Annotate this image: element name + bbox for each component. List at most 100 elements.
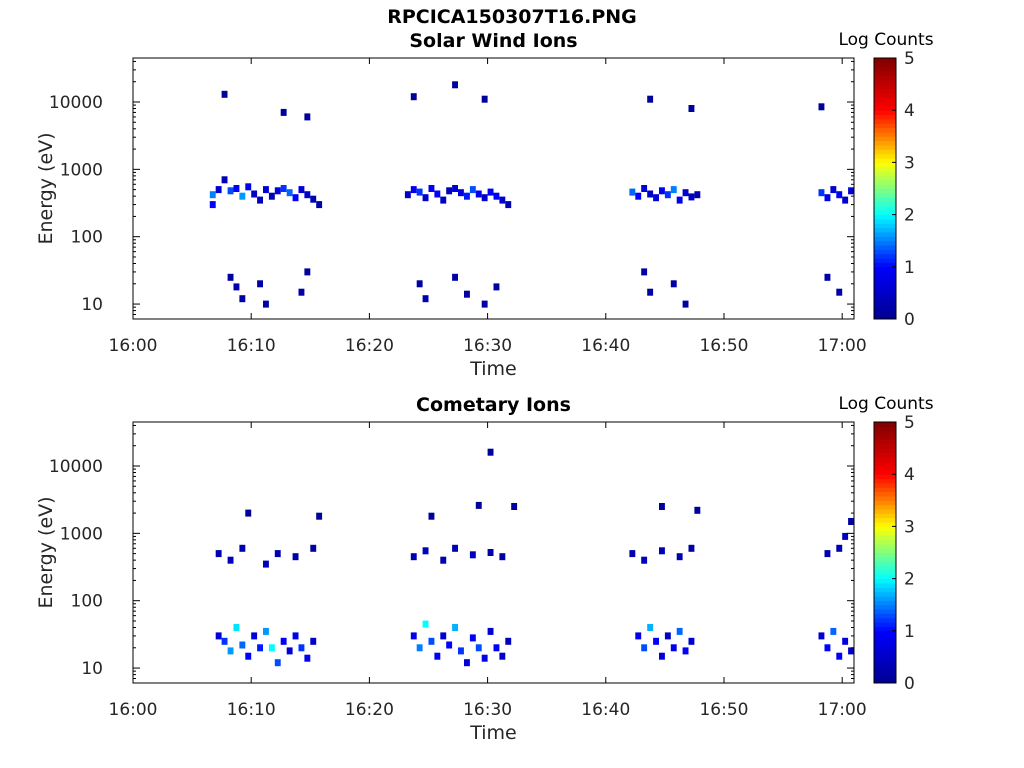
figure-title: RPCICA150307T16.PNG — [387, 6, 637, 28]
cometary-colorbar: 0 1 2 3 4 5 — [873, 413, 915, 694]
solar-wind-cell — [670, 280, 677, 288]
solar-wind-cell — [836, 191, 843, 199]
solar-wind-x-tick-label: 16:30 — [463, 336, 512, 356]
cometary-colorbar-band — [874, 500, 896, 506]
solar-wind-colorbar-band — [874, 188, 896, 194]
solar-wind-y-axis-label: Energy (eV) — [35, 132, 57, 244]
solar-wind-y-tick-label: 1000 — [60, 160, 103, 180]
cometary-colorbar-band — [874, 635, 896, 640]
solar-wind-cell — [410, 93, 417, 101]
cometary-colorbar-band — [874, 495, 896, 501]
solar-wind-x-tick-label: 17:00 — [818, 336, 867, 356]
solar-wind-colorbar-band — [874, 179, 896, 185]
solar-wind-colorbar-band — [874, 171, 896, 176]
solar-wind-colorbar-band — [874, 158, 896, 163]
solar-wind-y-tick-label: 10000 — [49, 93, 103, 113]
cometary-colorbar-band — [874, 656, 896, 662]
solar-wind-cell — [292, 194, 299, 202]
cometary-cell — [239, 641, 246, 649]
cometary-cell — [848, 518, 854, 525]
cometary-cell — [452, 624, 458, 631]
solar-wind-cell — [688, 105, 695, 112]
cometary-colorbar-band — [874, 491, 896, 497]
solar-wind-cells — [209, 81, 854, 308]
cometary-cell — [422, 547, 429, 555]
solar-wind-cell — [676, 196, 683, 204]
cometary-cell — [221, 637, 228, 645]
solar-wind-cell — [227, 187, 234, 195]
cometary-colorbar-frame — [873, 421, 897, 684]
cometary-colorbar-tick-label: 1 — [904, 622, 915, 642]
solar-wind-cell — [280, 108, 287, 116]
cometary-colorbar-band — [874, 665, 896, 671]
cometary-colorbar-band — [874, 435, 896, 440]
cometary-colorbar-band — [874, 535, 896, 540]
cometary-cell — [215, 550, 222, 558]
solar-wind-cell — [221, 90, 228, 98]
solar-wind-cell — [416, 280, 423, 288]
solar-wind-cell — [469, 186, 476, 194]
cometary-cell — [428, 637, 435, 645]
solar-wind-colorbar-band — [874, 101, 896, 107]
cometary-colorbar-band — [874, 617, 896, 623]
cometary-colorbar-band — [874, 609, 896, 614]
solar-wind-colorbar-band — [874, 162, 896, 168]
cometary-cell — [274, 659, 281, 667]
cometary-cell — [452, 544, 458, 552]
solar-wind-cell — [221, 176, 228, 184]
cometary-cell — [440, 556, 447, 564]
cometary-y-axis-label: Energy (eV) — [35, 496, 57, 608]
solar-wind-cell — [251, 190, 258, 198]
cometary-colorbar-band — [874, 648, 896, 654]
cometary-cell — [428, 512, 435, 520]
solar-wind-cell — [659, 187, 665, 195]
cometary-cell — [440, 632, 447, 640]
solar-wind-panel: 16:00 16:10 16:20 16:30 16:40 16:50 17:00 Time 1… — [35, 49, 915, 380]
solar-wind-cell — [263, 186, 269, 194]
cometary-colorbar-band — [874, 448, 896, 453]
solar-wind-cell — [298, 186, 305, 194]
solar-wind-colorbar-band — [874, 253, 896, 259]
cometary-colorbar-band — [874, 669, 896, 675]
cometary-colorbar-band — [874, 422, 896, 427]
solar-wind-cell — [682, 189, 689, 197]
cometary-colorbar-band — [874, 622, 896, 627]
solar-wind-colorbar-band — [874, 249, 896, 255]
cometary-cell — [505, 637, 512, 645]
cometary-colorbar-band — [874, 474, 896, 480]
cometary-colorbar-band — [874, 439, 896, 445]
solar-wind-colorbar-band — [874, 279, 896, 285]
cometary-x-tick-label: 16:40 — [581, 700, 630, 720]
solar-wind-cell — [641, 268, 648, 276]
cometary-cell — [434, 652, 441, 660]
solar-wind-cell — [452, 273, 458, 281]
cometary-y-tick-label: 10 — [81, 659, 103, 679]
cometary-colorbar-band — [874, 565, 896, 571]
cometary-colorbar-band — [874, 430, 896, 436]
solar-wind-cell — [641, 185, 648, 192]
solar-wind-colorbar-band — [874, 214, 896, 220]
solar-wind-cell — [499, 196, 506, 204]
cometary-cell — [410, 553, 417, 561]
solar-wind-cell — [635, 192, 642, 200]
solar-wind-x-tick-label: 16:10 — [227, 336, 276, 356]
solar-wind-colorbar-band — [874, 197, 896, 203]
solar-wind-cell — [647, 95, 654, 103]
solar-wind-colorbar-band — [874, 166, 896, 172]
cometary-colorbar-band — [874, 569, 896, 575]
solar-wind-cell — [670, 186, 677, 194]
cometary-colorbar-band — [874, 487, 896, 493]
solar-wind-cell — [316, 201, 323, 209]
solar-wind-cell — [428, 185, 435, 192]
cometary-colorbar-band — [874, 504, 896, 510]
solar-wind-cell — [422, 194, 429, 202]
solar-wind-colorbar-band — [874, 297, 896, 303]
cometary-cell — [475, 501, 482, 509]
solar-wind-colorbar: 0 1 2 3 4 5 — [873, 49, 915, 330]
cometary-cell — [688, 544, 695, 552]
solar-wind-x-tick-label: 16:40 — [581, 336, 630, 356]
cometary-cell — [676, 553, 683, 561]
solar-wind-cell — [416, 188, 423, 196]
cometary-cell — [818, 632, 825, 640]
solar-wind-colorbar-band — [874, 114, 896, 120]
